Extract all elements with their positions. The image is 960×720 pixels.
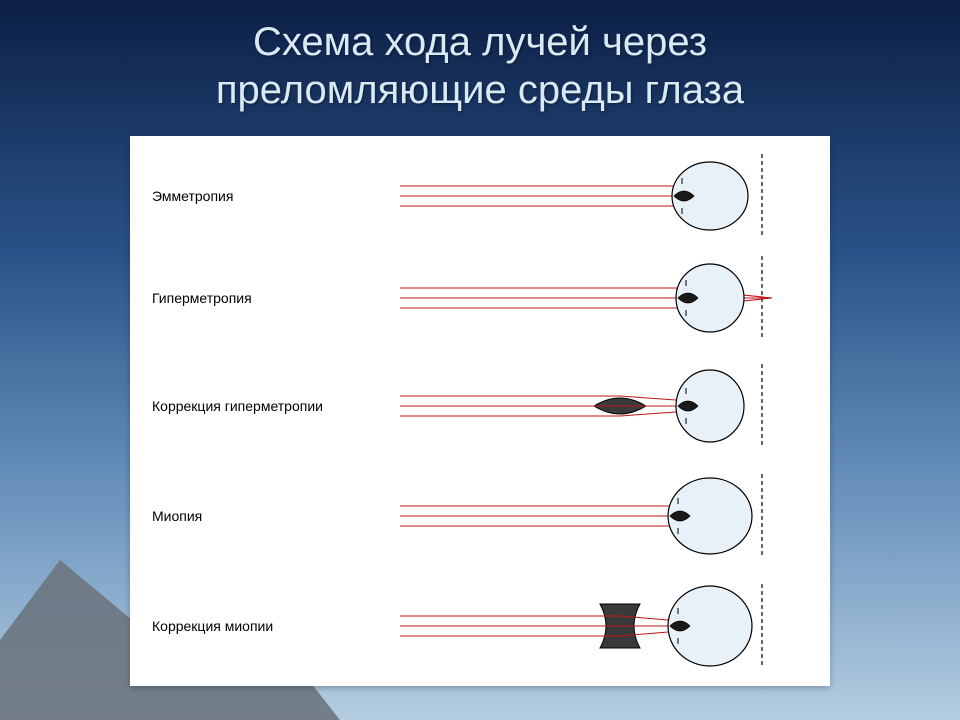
slide-title: Схема хода лучей через преломляющие сред… (0, 0, 960, 128)
diagram-row-label: Миопия (152, 508, 202, 524)
title-line-2: преломляющие среды глаза (216, 68, 744, 112)
diagram-panel: Эмметропия Гиперметропия Коррекция гиперме… (130, 136, 830, 686)
diagram-row-label: Коррекция миопии (152, 618, 273, 634)
diagram-row-label: Эмметропия (152, 188, 233, 204)
title-line-1: Схема хода лучей через (253, 20, 707, 64)
diagram-row-label: Коррекция гиперметропии (152, 398, 323, 414)
diagram-row-label: Гиперметропия (152, 290, 252, 306)
